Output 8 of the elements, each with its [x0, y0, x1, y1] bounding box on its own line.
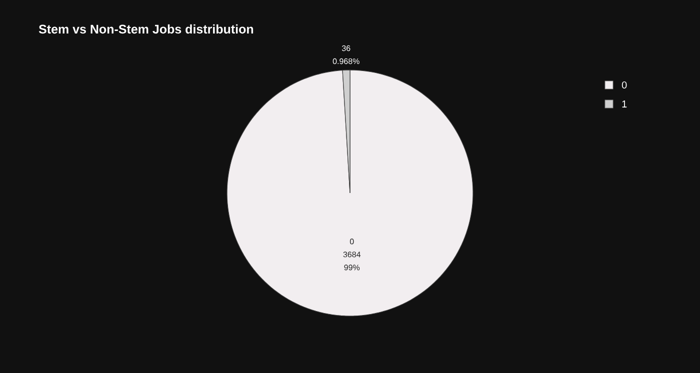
data-label: 36 — [342, 45, 350, 52]
chart-title: Stem vs Non-Stem Jobs distribution — [38, 24, 254, 34]
legend-label: 1 — [622, 100, 627, 108]
text: 99% — [344, 264, 360, 270]
legend-label: 0 — [622, 81, 627, 89]
data-label: 3684 — [343, 252, 361, 258]
slice-label: 0 — [350, 238, 354, 244]
text: 0.968% — [332, 58, 360, 64]
